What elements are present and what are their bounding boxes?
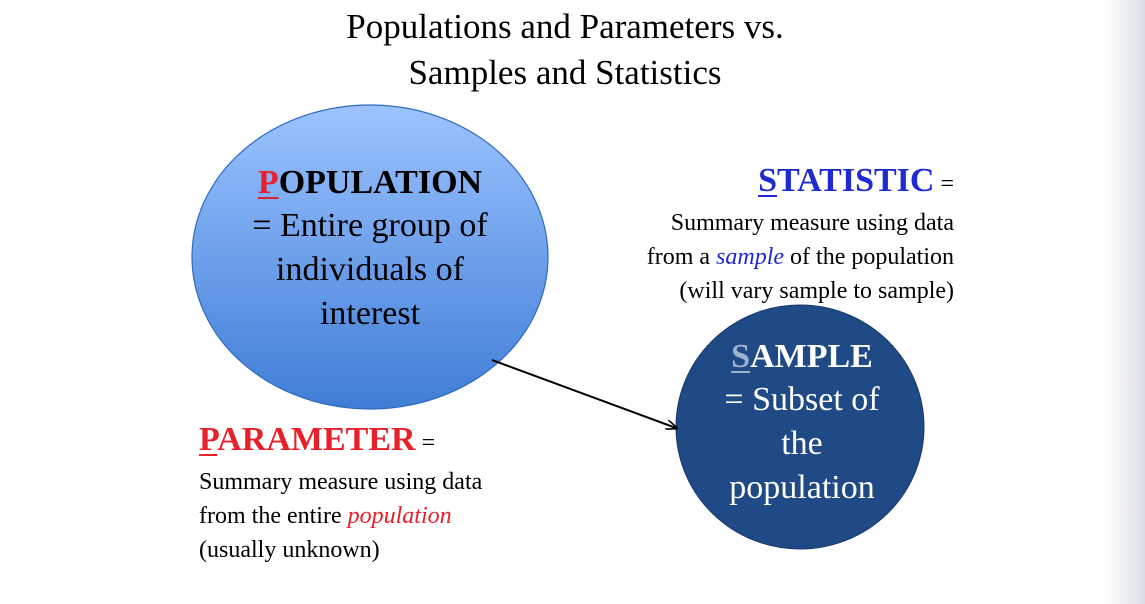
parameter-def-line-2-pre: from the entire	[199, 503, 348, 529]
statistic-def-line-2-post: of the population	[784, 244, 954, 270]
sample-line-3: population	[729, 469, 875, 506]
statistic-def-line-1: Summary measure using data	[670, 210, 954, 236]
population-term-rest: OPULATION	[278, 164, 483, 201]
slide-title: Populations and Parameters vs. Samples a…	[215, 4, 915, 96]
statistic-def-emphasis: sample	[716, 244, 785, 270]
parameter-definition: PARAMETER = Summary measure using data f…	[199, 418, 619, 567]
population-label: POPULATION = Entire group of individuals…	[200, 162, 540, 336]
parameter-def-line-1: Summary measure using data	[199, 469, 483, 495]
population-term: POPULATION	[200, 162, 540, 204]
sample-term-rest: AMPLE	[750, 338, 873, 375]
parameter-term: PARAMETER	[199, 421, 416, 458]
title-line-1: Populations and Parameters vs.	[346, 7, 784, 46]
slide-edge-shadow	[1105, 0, 1145, 604]
parameter-equals: =	[415, 430, 436, 456]
statistic-term: STATISTIC	[758, 162, 934, 199]
population-line-3: interest	[319, 295, 421, 332]
sample-line-1: = Subset of	[724, 381, 880, 418]
population-initial: P	[257, 164, 279, 201]
parameter-initial: P	[199, 421, 218, 458]
statistic-def-line-2-pre: from a	[646, 244, 717, 270]
statistic-term-line: STATISTIC =	[560, 159, 954, 206]
statistic-term-rest: TATISTIC	[776, 162, 935, 199]
statistic-equals: =	[934, 171, 954, 197]
parameter-term-rest: ARAMETER	[217, 421, 416, 458]
population-line-2: individuals of	[276, 251, 464, 288]
sample-line-2: the	[781, 425, 823, 462]
sample-label: SAMPLE = Subset of the population	[682, 336, 922, 510]
population-line-1: = Entire group of	[252, 207, 488, 244]
parameter-def-line-3: (usually unknown)	[199, 537, 380, 563]
title-line-2: Samples and Statistics	[408, 53, 722, 92]
statistic-initial: S	[758, 162, 777, 199]
statistic-definition: STATISTIC = Summary measure using data f…	[560, 159, 954, 308]
parameter-def-emphasis: population	[347, 503, 452, 529]
sample-term: SAMPLE	[682, 336, 922, 378]
parameter-def-line-2: from the entire population	[199, 499, 619, 533]
parameter-term-line: PARAMETER =	[199, 418, 619, 465]
statistic-def-line-3: (will vary sample to sample)	[679, 278, 954, 304]
population-to-sample-arrow	[491, 359, 676, 428]
population-circle	[191, 104, 549, 410]
statistic-def-line-2: from a sample of the population	[560, 240, 954, 274]
sample-initial: S	[731, 338, 751, 375]
